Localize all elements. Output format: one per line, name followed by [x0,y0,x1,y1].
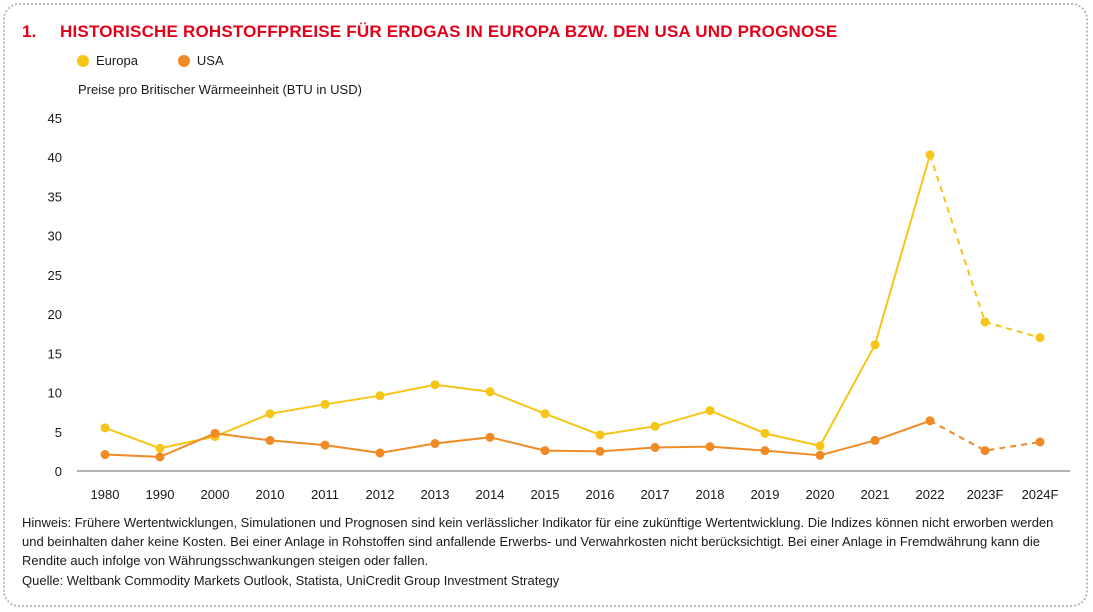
x-tick-label: 2024F [1022,487,1059,502]
y-axis-label: Preise pro Britischer Wärmeeinheit (BTU … [78,82,362,97]
data-point-europa-2024F [1035,333,1045,343]
x-tick-label: 2014 [476,487,505,502]
x-tick-label: 2016 [586,487,615,502]
legend-marker-usa [177,54,190,67]
y-tick-label: 35 [48,189,62,204]
data-point-usa-2014 [485,432,495,442]
data-point-usa-2010 [265,435,275,445]
legend-label-usa: USA [196,53,224,68]
y-tick-label: 25 [48,268,62,283]
legend-marker-europa [77,54,89,67]
data-point-europa-2018 [705,406,715,416]
chart-frame [3,3,1088,607]
data-point-usa-2023F [980,446,990,456]
data-point-europa-2022 [925,150,935,160]
source-note: Quelle: Weltbank Commodity Markets Outlo… [22,573,560,588]
data-point-europa-1990 [155,443,165,453]
x-tick-label: 2017 [641,487,670,502]
y-tick-label: 45 [48,111,62,126]
data-point-europa-2017 [650,421,660,431]
data-point-europa-1980 [100,423,110,433]
x-tick-label: 2012 [366,487,395,502]
data-point-europa-2015 [540,409,550,419]
data-point-usa-2021 [870,435,880,445]
y-tick-label: 10 [48,386,62,401]
series-line-usa [104,419,931,458]
x-tick-label: 2020 [806,487,835,502]
y-tick-label: 20 [48,307,62,322]
data-point-usa-2011 [320,440,330,450]
data-point-usa-2015 [540,446,550,456]
x-tick-label: 2021 [861,487,890,502]
data-point-usa-1990 [155,452,165,462]
data-point-usa-1980 [100,450,110,460]
series-forecast-line-usa [929,419,1041,452]
data-point-europa-2010 [265,409,275,419]
data-point-usa-2013 [430,439,440,449]
data-point-europa-2011 [320,399,330,409]
y-tick-label: 30 [48,229,62,244]
x-tick-label: 1990 [146,487,175,502]
x-tick-label: 2019 [751,487,780,502]
disclaimer-note: Hinweis: Frühere Wertentwicklungen, Simu… [22,515,1054,568]
data-point-usa-2012 [375,448,385,458]
data-point-europa-2023F [980,317,990,327]
x-tick-label: 2023F [967,487,1004,502]
series-forecast-line-europa [929,154,1041,339]
x-tick-label: 2018 [696,487,725,502]
y-tick-label: 40 [48,150,62,165]
x-tick-label: 2022 [916,487,945,502]
y-tick-label: 5 [55,425,62,440]
data-point-usa-2024F [1035,437,1045,447]
data-point-europa-2013 [430,380,440,390]
legend: Europa USA [77,53,264,68]
x-tick-label: 2015 [531,487,560,502]
y-tick-label: 15 [48,346,62,361]
chart-title: 1. HISTORISCHE ROHSTOFFPREISE FÜR ERDGAS … [22,22,837,42]
legend-item-europa: Europa [77,53,138,68]
series-line-europa [104,154,931,450]
data-point-usa-2022 [925,416,935,426]
x-tick-label: 1980 [91,487,120,502]
data-point-usa-2016 [595,446,605,456]
data-point-europa-2020 [815,441,825,451]
y-tick-label: 0 [55,464,62,479]
data-point-europa-2012 [375,391,385,401]
data-point-europa-2019 [760,428,770,438]
data-point-europa-2016 [595,430,605,440]
data-point-usa-2018 [705,442,715,452]
x-tick-label: 2000 [201,487,230,502]
x-tick-label: 2010 [256,487,285,502]
data-point-europa-2014 [485,387,495,397]
title-number: 1. [22,22,37,41]
x-tick-label: 2013 [421,487,450,502]
data-point-europa-2021 [870,340,880,350]
legend-label-europa: Europa [96,53,138,68]
legend-item-usa: USA [177,53,224,68]
data-point-usa-2000 [210,428,220,438]
x-tick-label: 2011 [311,487,339,502]
data-point-usa-2020 [815,450,825,460]
data-point-usa-2019 [760,446,770,456]
data-point-usa-2017 [650,442,660,452]
title-text: HISTORISCHE ROHSTOFFPREISE FÜR ERDGAS IN… [60,22,838,41]
